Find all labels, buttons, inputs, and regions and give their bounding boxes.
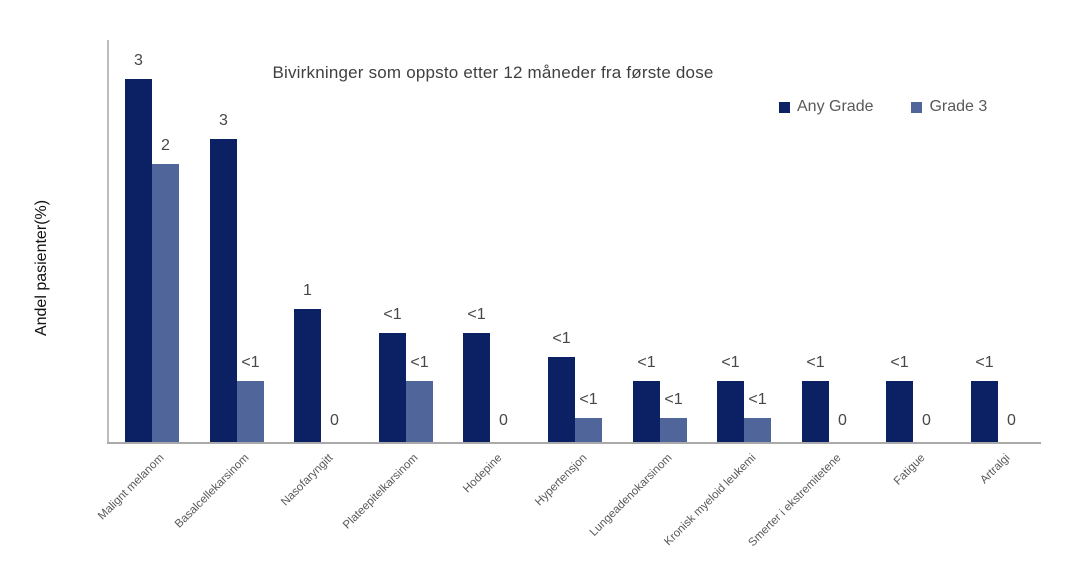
bar-any-grade: [463, 333, 490, 442]
legend: Any Grade Grade 3: [779, 98, 987, 116]
chart-title: Bivirkninger som oppsto etter 12 måneder…: [272, 63, 714, 82]
bar-any-grade: [379, 333, 406, 442]
bar-value-label: 3: [219, 112, 228, 129]
bar-value-label: <1: [579, 391, 598, 408]
bar-any-grade: [210, 139, 237, 442]
bar-value-label: 0: [838, 412, 847, 429]
legend-swatch-any-grade: [779, 101, 790, 113]
bar-value-label: <1: [241, 354, 260, 371]
bar-value-label: <1: [383, 306, 402, 323]
x-axis-category-label: Nasofaryngitt: [279, 452, 336, 509]
x-axis-category-label: Smerter i ekstremitetene: [746, 452, 844, 550]
legend-label-any-grade: Any Grade: [797, 98, 874, 115]
bar-value-label: 0: [330, 412, 339, 429]
bar-grade-3: [152, 164, 179, 442]
bar-any-grade: [802, 381, 829, 442]
x-axis-line: [107, 442, 1041, 444]
x-axis-category-label: Malignt melanom: [96, 452, 167, 523]
legend-label-grade-3: Grade 3: [929, 98, 988, 115]
x-axis-category-label: Plateepitelkarsinom: [341, 452, 421, 532]
x-axis-category-label: Hypertensjon: [533, 452, 590, 509]
y-axis-title: Andel pasienter(%): [33, 199, 50, 337]
x-axis-category-label: Hodepine: [461, 452, 505, 496]
bar-any-grade: [125, 79, 152, 442]
bar-grade-3: [660, 418, 687, 442]
bar-any-grade: [633, 381, 660, 442]
y-axis-line: [107, 40, 109, 443]
bar-value-label: <1: [748, 391, 767, 408]
bar-value-label: <1: [890, 354, 909, 371]
bar-any-grade: [717, 381, 744, 442]
bar-value-label: <1: [664, 391, 683, 408]
bar-grade-3: [744, 418, 771, 442]
bar-value-label: <1: [410, 354, 429, 371]
x-axis-category-label: Lungeadenokarsinom: [587, 452, 675, 539]
bar-value-label: 1: [303, 282, 312, 299]
legend-item-any-grade: Any Grade: [779, 98, 873, 116]
x-axis-category-label: Fatigue: [891, 452, 928, 488]
bar-value-label: 3: [134, 52, 143, 69]
bar-value-label: 0: [922, 412, 931, 429]
bar-value-label: 2: [161, 137, 170, 154]
legend-swatch-grade-3: [911, 101, 923, 113]
bar-value-label: 0: [499, 412, 508, 429]
bar-any-grade: [886, 381, 913, 442]
x-axis-category-label: Basalcellekarsinom: [172, 452, 252, 531]
bar-grade-3: [406, 381, 433, 442]
bar-value-label: <1: [552, 330, 571, 347]
bar-grade-3: [575, 418, 602, 442]
x-axis-category-label: Kronisk myeloid leukemi: [662, 452, 759, 549]
bar-value-label: 0: [1007, 412, 1016, 429]
bar-value-label: <1: [975, 354, 994, 371]
bar-any-grade: [971, 381, 998, 442]
bar-any-grade: [294, 309, 321, 442]
bar-value-label: <1: [721, 354, 740, 371]
bar-value-label: <1: [806, 354, 825, 371]
bar-grade-3: [237, 381, 264, 442]
bar-any-grade: [548, 357, 575, 442]
x-axis-category-label: Artralgi: [978, 452, 1013, 487]
legend-item-grade-3: Grade 3: [911, 98, 987, 116]
bar-value-label: <1: [637, 354, 656, 371]
bar-value-label: <1: [467, 306, 486, 323]
